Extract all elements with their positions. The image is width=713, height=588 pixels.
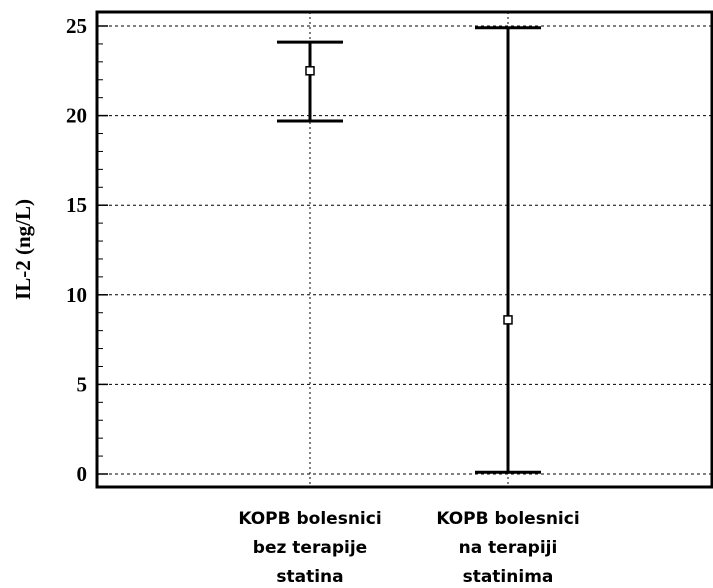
y-tick-label: 0	[77, 462, 88, 486]
mean-marker	[305, 66, 315, 76]
y-axis-title: IL-2 (ng/L)	[11, 199, 35, 300]
y-tick-label: 25	[66, 14, 87, 38]
category-label: KOPB bolesnici	[238, 509, 381, 529]
y-tick-label: 20	[66, 104, 87, 128]
category-label: bez terapije	[253, 538, 367, 558]
grid-layer	[97, 12, 712, 487]
mean-marker	[503, 315, 513, 325]
error-bar-layer	[277, 26, 541, 474]
tick-layer: 0 5 10 15 20 25	[66, 14, 108, 486]
y-tick-label: 10	[66, 283, 87, 307]
plot-frame	[95, 10, 713, 489]
y-tick-label: 5	[77, 372, 88, 396]
category-label: statina	[276, 567, 343, 587]
category-label: statinima	[463, 567, 554, 587]
category-label-layer: KOPB bolesnici bez terapije statina KOPB bo…	[238, 509, 579, 587]
y-tick-label: 15	[66, 193, 87, 217]
category-label: KOPB bolesnici	[436, 509, 579, 529]
category-label: na terapiji	[459, 538, 558, 558]
